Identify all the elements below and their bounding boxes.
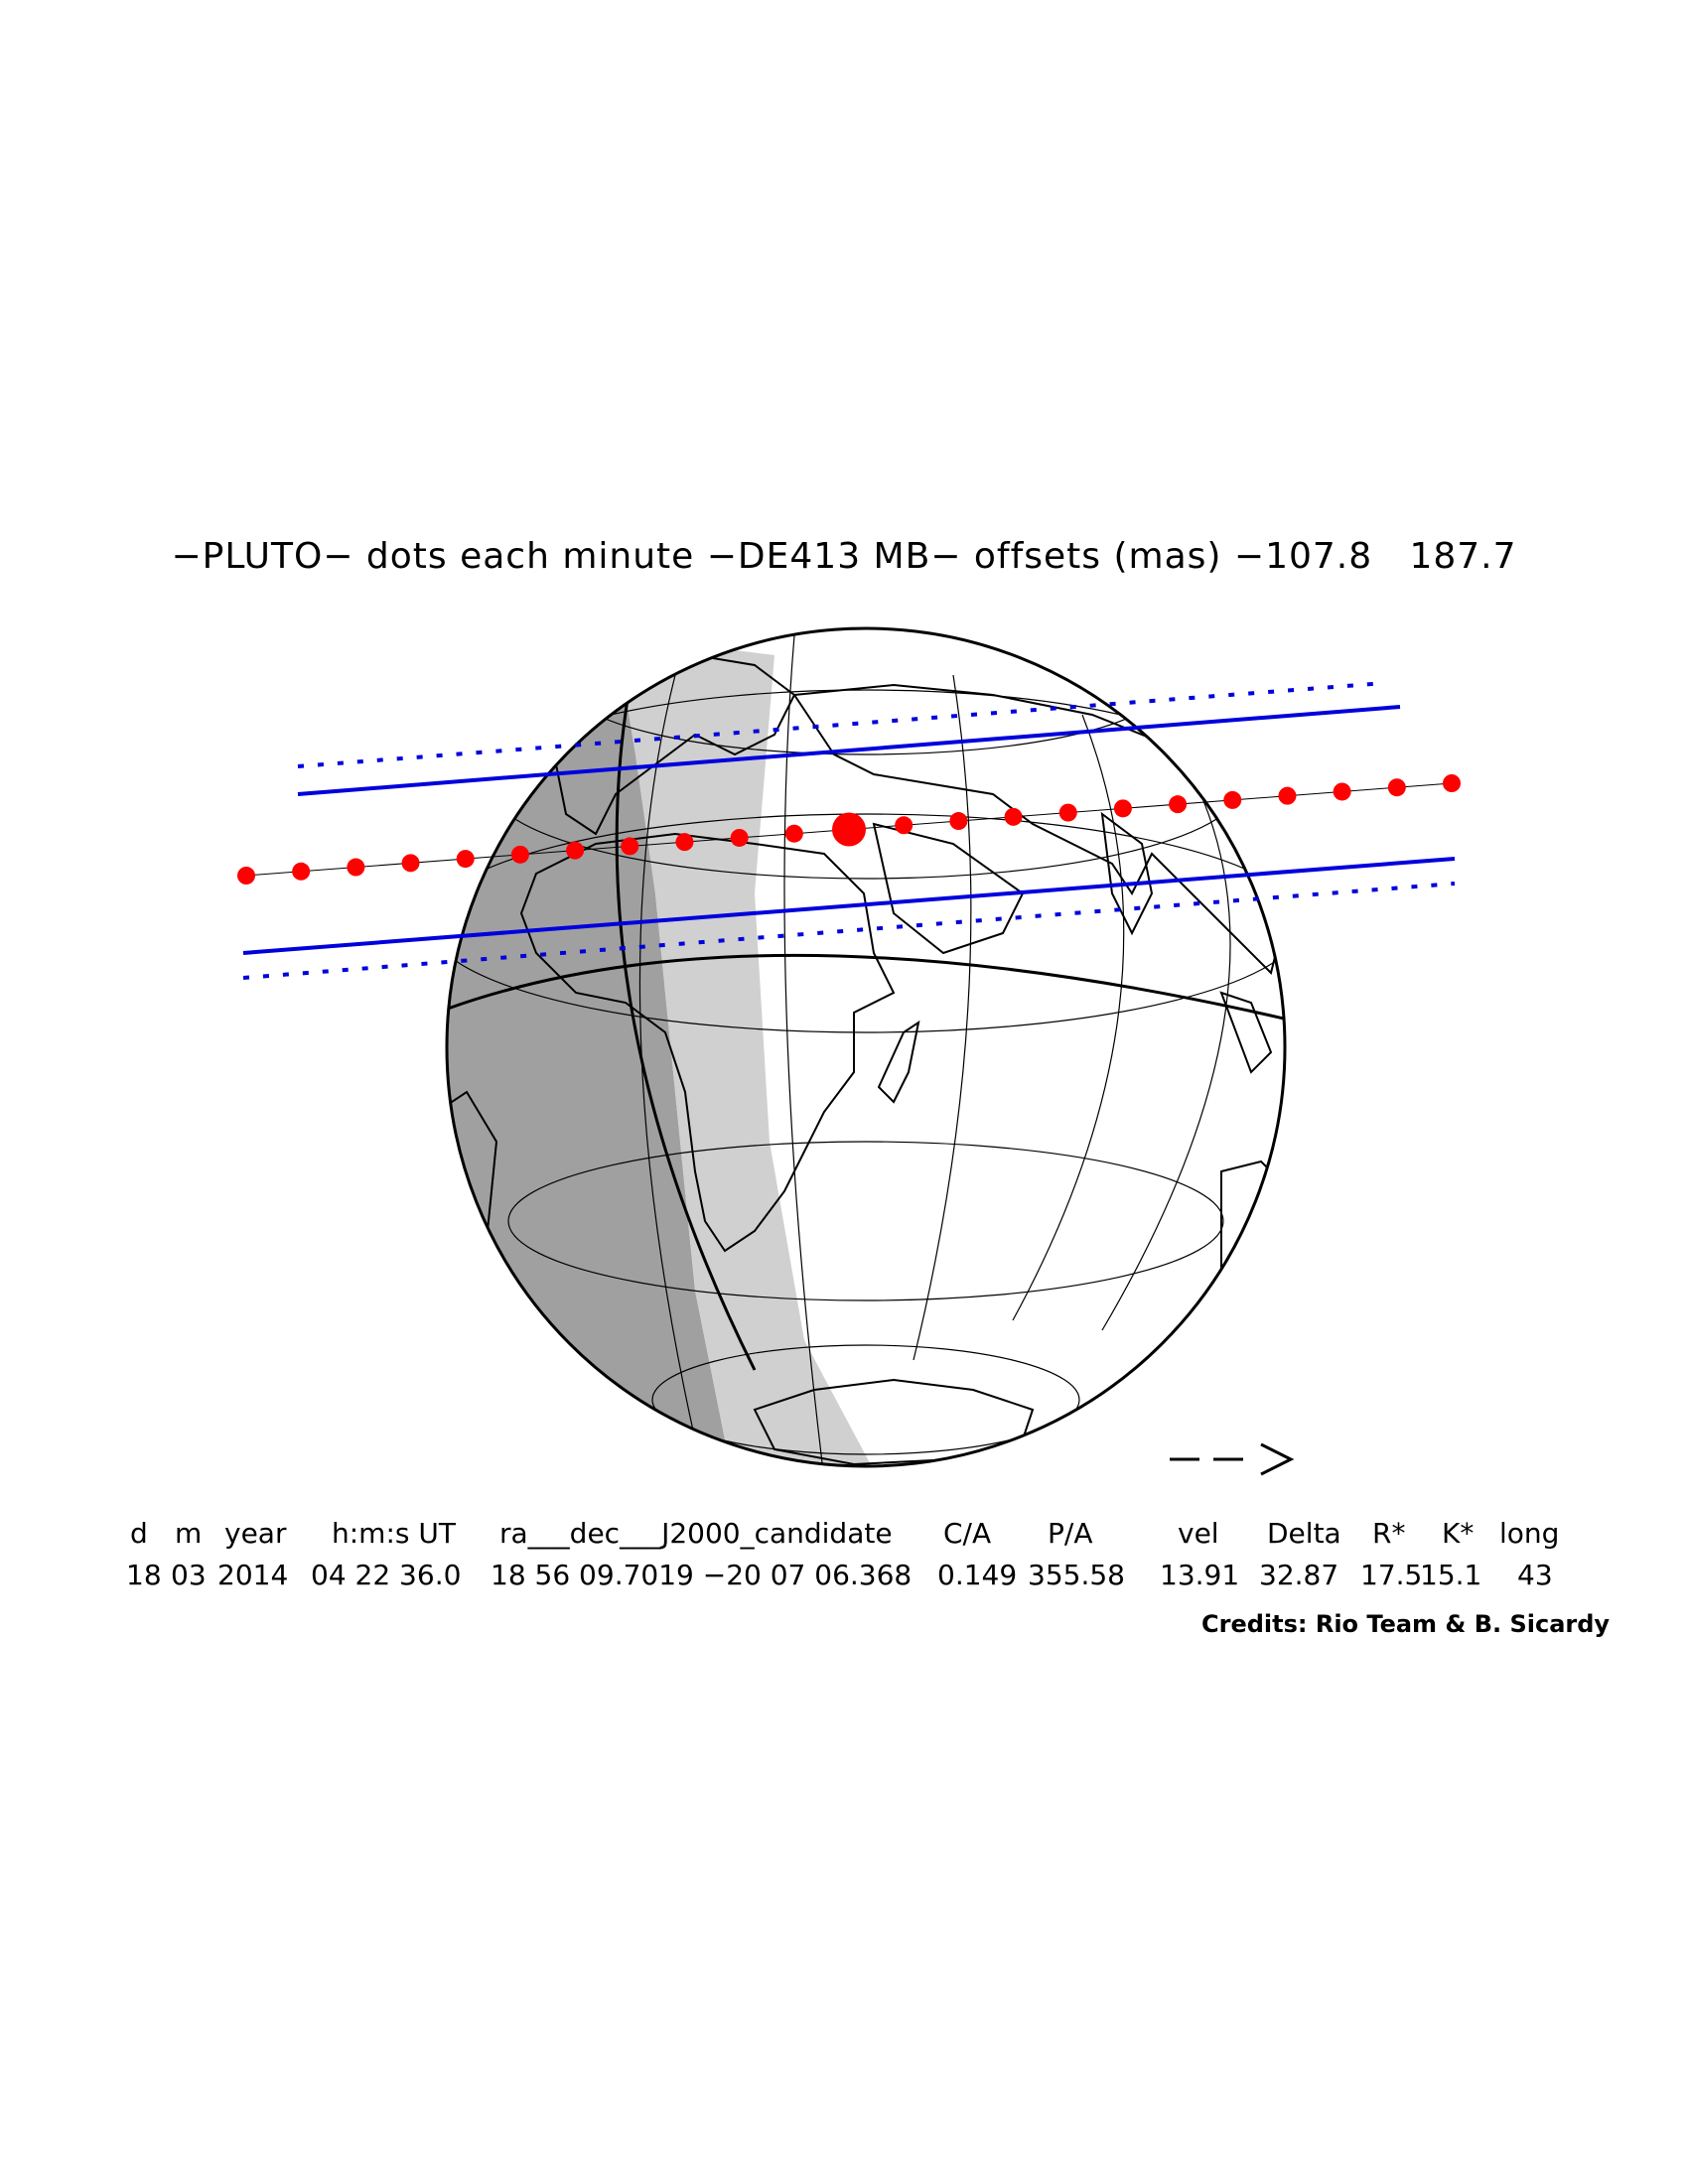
track-dot [949,812,968,831]
value-rstar: 17.5 [1360,1559,1423,1591]
value-day: 18 [126,1559,162,1591]
shadow-limits [242,681,1456,980]
header-kstar: K* [1442,1517,1475,1550]
header-month: m [175,1517,203,1550]
track-dot [675,833,694,852]
track-dot [1058,803,1077,822]
header-year: year [224,1517,287,1550]
header-ca: C/A [943,1517,992,1550]
globe-outline [445,626,1287,1468]
track-dot [895,816,914,835]
header-day: d [130,1517,148,1550]
equator-line [447,953,1285,1024]
terminator-line [615,654,757,1371]
header-coords: ra___dec___J2000_candidate [499,1517,893,1550]
track-dot [347,858,365,877]
track-dot [566,841,585,860]
header-delta: Delta [1267,1517,1341,1550]
value-kstar: 15.1 [1420,1559,1482,1591]
track-dot [401,854,420,873]
track-dot [730,828,749,847]
header-time: h:m:s UT [332,1517,456,1550]
header-long: long [1499,1517,1560,1550]
value-year: 2014 [217,1559,289,1591]
north-outer-limit-line [297,681,1386,768]
value-long: 43 [1517,1559,1553,1591]
track-dot [1333,782,1351,801]
value-vel: 13.91 [1160,1559,1240,1591]
value-pa: 355.58 [1028,1559,1125,1591]
north-limit-line [297,705,1401,796]
track-dot [456,850,475,869]
track-dot [510,845,529,864]
direction-arrow [1170,1442,1295,1476]
track-dot [1113,799,1132,818]
credits: Credits: Rio Team & B. Sicardy [1201,1610,1611,1638]
chart-title: −PLUTO− dots each minute −DE413 MB− offs… [171,536,1517,577]
header-pa: P/A [1048,1517,1093,1550]
track-dot [1004,807,1023,826]
south-limit-line [242,857,1456,955]
track-dot [1223,790,1242,809]
track-dot [784,824,803,843]
value-ca: 0.149 [937,1559,1018,1591]
value-time: 04 22 36.0 [311,1559,462,1591]
track-dot [237,867,255,885]
longitude-lines [638,634,1231,1466]
value-delta: 32.87 [1259,1559,1339,1591]
closest-approach-dot [832,812,866,847]
track-dot [1387,778,1406,797]
track-dot [292,862,311,881]
value-coords: 18 56 09.7019 −20 07 06.368 [491,1559,913,1591]
track-dot [621,837,639,856]
header-rstar: R* [1372,1517,1406,1550]
track-dot [1443,774,1461,792]
track-dots [237,774,1461,885]
value-month: 03 [171,1559,207,1591]
south-outer-limit-line [242,882,1456,980]
track-dot [1169,795,1188,814]
header-vel: vel [1178,1517,1219,1550]
track-dot [1278,786,1297,805]
